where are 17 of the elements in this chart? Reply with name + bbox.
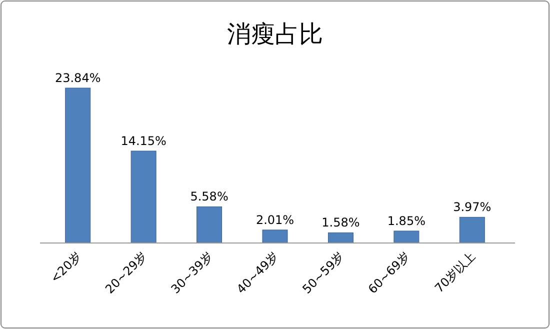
bar [262,230,288,244]
data-label: 23.84% [54,71,101,85]
bar [130,150,156,244]
bar [196,206,222,244]
data-label: 3.97% [453,200,492,214]
data-label: 5.58% [190,190,228,204]
bar [459,216,485,244]
bar [394,230,420,244]
data-label: 14.15% [120,134,166,148]
x-tick-label: 70岁以上 [432,249,478,296]
data-label: 1.58% [322,216,360,230]
bar [65,88,91,244]
data-label: 1.85% [387,214,426,228]
data-label: 2.01% [256,212,294,227]
chart-title: 消瘦占比 [227,20,323,48]
x-tick-label: <20岁 [48,249,84,286]
bar [328,232,354,244]
